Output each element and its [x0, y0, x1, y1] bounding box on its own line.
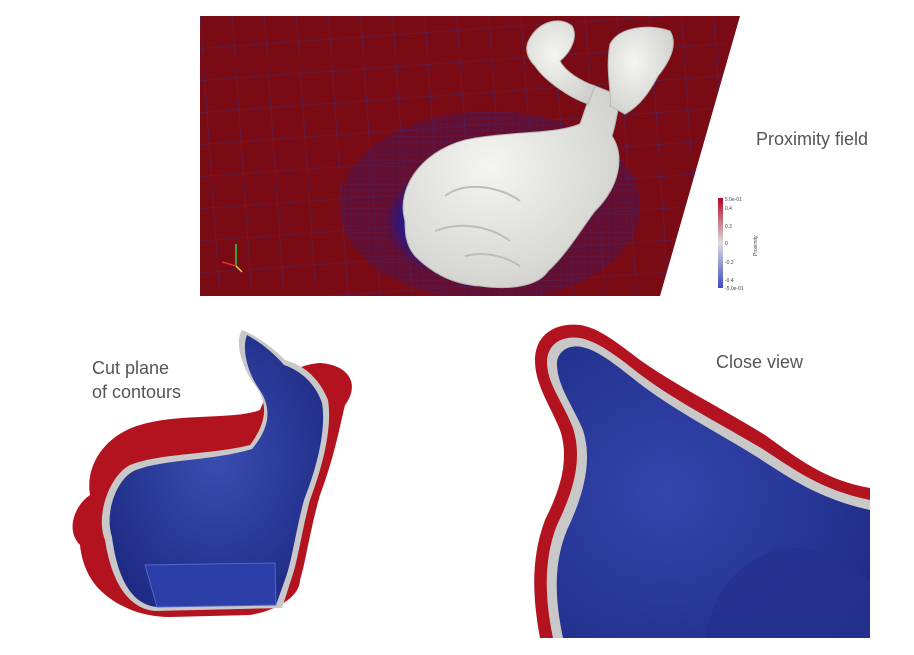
colorbar-max-label: 5.0e-01 [725, 197, 742, 203]
colorbar-tick: 0 [725, 241, 728, 247]
colorbar-gradient [718, 198, 723, 288]
axes-triad-icon [221, 244, 243, 273]
proximity-colorbar: 5.0e-01 0.4 0.2 0 -0.2 -0.4 -5.0e-01 Pro… [718, 197, 759, 292]
proximity-field-render [200, 16, 740, 296]
bunny-mesh [402, 20, 674, 289]
caption-proximity-field: Proximity field [756, 129, 869, 149]
interior-bump [705, 547, 870, 638]
cut-plane-face [144, 562, 277, 608]
colorbar-tick: 0.4 [725, 206, 732, 212]
cut-plane-render [72, 330, 352, 617]
inner-contour-blue [109, 335, 324, 607]
caption-cut-plane-line1: Cut plane [92, 358, 170, 378]
colorbar-min-label: -5.0e-01 [725, 286, 744, 292]
colorbar-tick: -0.4 [725, 278, 734, 284]
colorbar-tick: 0.2 [725, 224, 732, 230]
close-view-render [534, 324, 870, 638]
caption-cut-plane-line2: of contours [92, 382, 182, 402]
caption-close-view: Close view [716, 352, 804, 372]
caption-cut-plane: Cut plane of contours [92, 356, 181, 404]
colorbar-title: Proximity [753, 235, 759, 256]
colorbar-tick: -0.2 [725, 260, 734, 266]
